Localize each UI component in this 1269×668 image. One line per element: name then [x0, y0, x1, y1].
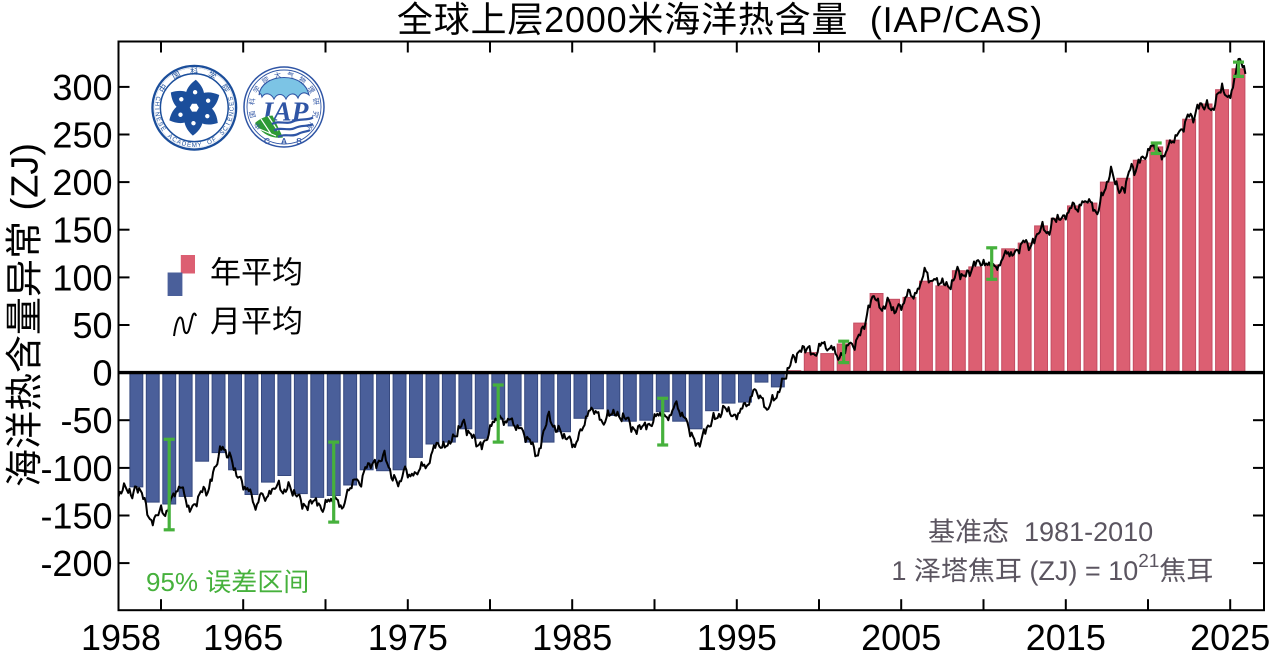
svg-text:300: 300	[52, 67, 112, 108]
svg-text:2025: 2025	[1190, 617, 1269, 658]
svg-text:150: 150	[52, 210, 112, 251]
svg-text:1985: 1985	[532, 617, 612, 658]
svg-text:-50: -50	[60, 400, 112, 441]
svg-text:50: 50	[72, 305, 112, 346]
svg-text:-200: -200	[40, 543, 112, 584]
svg-text:1958: 1958	[81, 617, 161, 658]
svg-text:200: 200	[52, 162, 112, 203]
svg-text:-150: -150	[40, 496, 112, 537]
svg-text:1965: 1965	[203, 617, 283, 658]
svg-text:1995: 1995	[697, 617, 777, 658]
svg-text:2015: 2015	[1026, 617, 1106, 658]
svg-text:1975: 1975	[368, 617, 448, 658]
svg-text:100: 100	[52, 257, 112, 298]
svg-text:-100: -100	[40, 448, 112, 489]
svg-text:250: 250	[52, 115, 112, 156]
svg-text:2005: 2005	[861, 617, 941, 658]
svg-text:0: 0	[92, 353, 112, 394]
